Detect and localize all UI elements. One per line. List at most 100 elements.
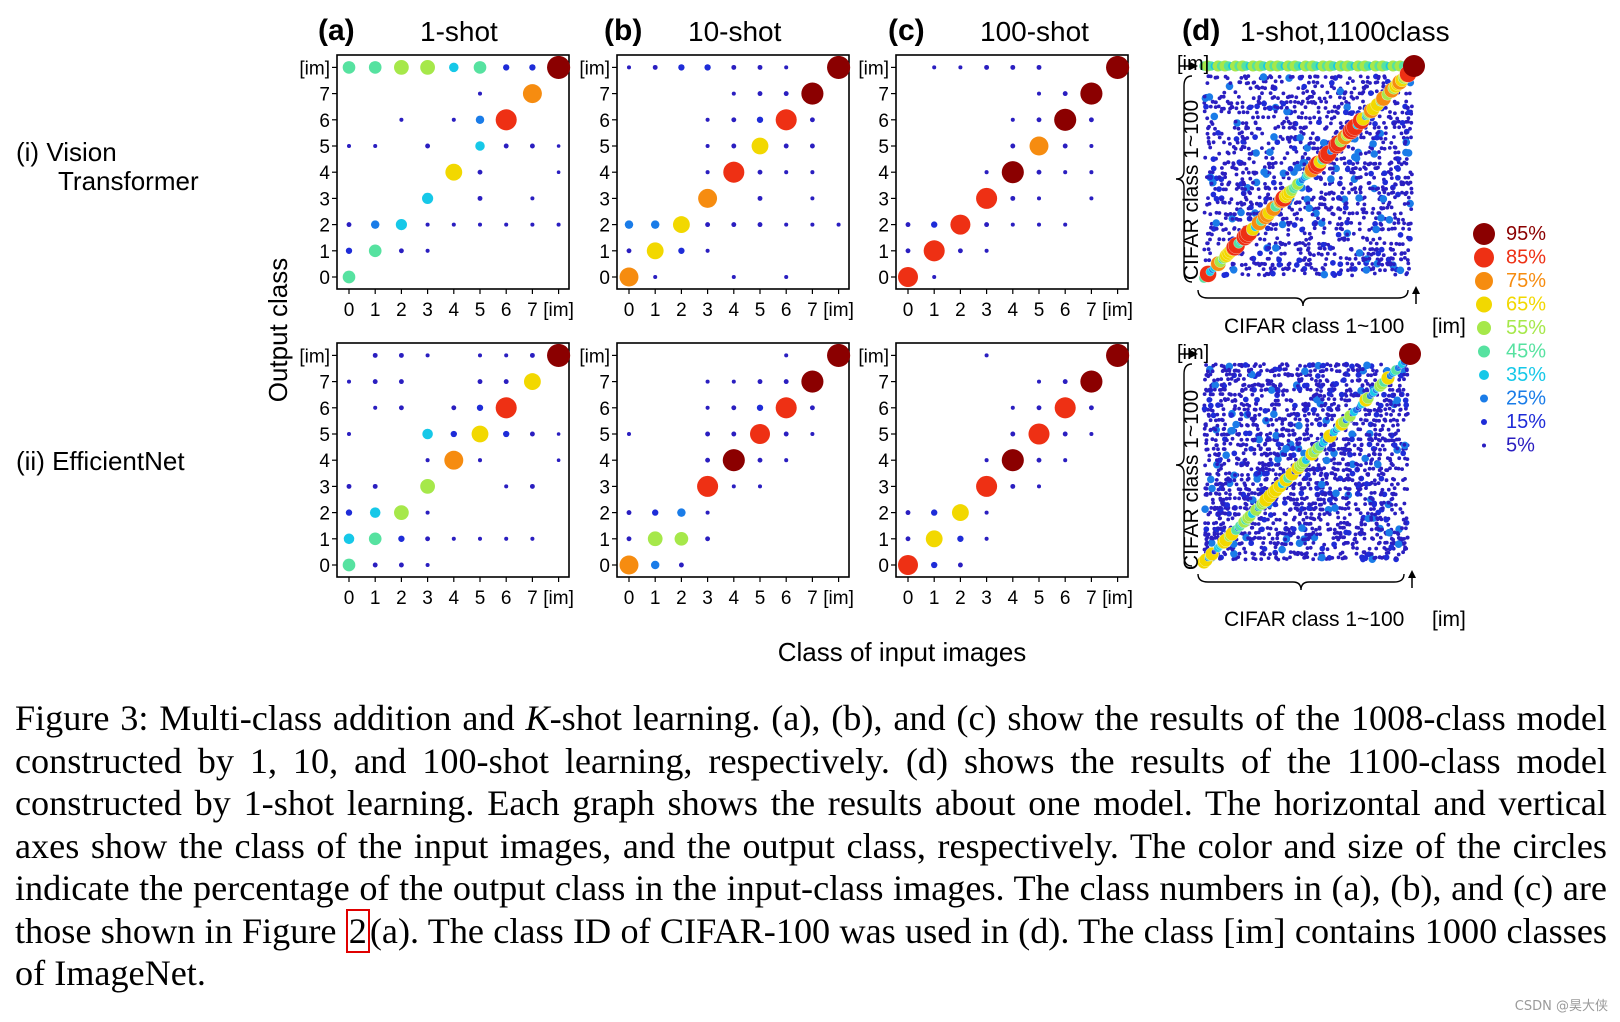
noise-point (1362, 86, 1367, 91)
x-tick-label: 5 (755, 300, 766, 321)
noise-point (1338, 175, 1343, 180)
noise-point (1226, 151, 1231, 156)
noise-point (1350, 211, 1355, 216)
noise-point (1214, 226, 1219, 231)
noise-point (1214, 443, 1219, 448)
noise-point (1377, 540, 1382, 545)
data-point (957, 562, 963, 568)
data-point (810, 222, 815, 227)
noise-point (1285, 151, 1290, 156)
noise-point (1306, 100, 1311, 105)
y-tick-label: 0 (878, 556, 889, 577)
noise-point (1235, 201, 1240, 206)
figure-2-reference-link[interactable]: 2 (345, 908, 370, 953)
noise-point (1380, 436, 1385, 441)
noise-point (1345, 232, 1350, 237)
noise-point (1205, 535, 1210, 540)
noise-point (1256, 272, 1261, 277)
noise-point (1276, 557, 1281, 562)
y-tick-label: 3 (319, 189, 330, 210)
noise-point (1378, 428, 1383, 433)
row-label-efficientnet: (ii) EfficientNet (16, 446, 185, 476)
noise-point (1316, 216, 1320, 221)
noise-point (1392, 252, 1397, 257)
noise-point (1368, 186, 1372, 191)
noise-point (1227, 231, 1232, 236)
noise-point (1205, 231, 1210, 236)
noise-point (1262, 485, 1267, 490)
noise-point (1303, 364, 1308, 369)
noise-point (1277, 402, 1281, 407)
noise-point (1319, 432, 1324, 437)
noise-point (1262, 407, 1269, 414)
legend-label: 5% (1506, 435, 1535, 457)
noise-point (1304, 552, 1309, 557)
noise-point (1393, 511, 1398, 516)
noise-point (1211, 500, 1216, 505)
noise-point (1330, 555, 1335, 560)
noise-point (1320, 270, 1329, 279)
noise-point (1405, 106, 1410, 111)
noise-point (1267, 105, 1273, 112)
noise-point (1401, 135, 1406, 140)
data-point (705, 510, 710, 515)
noise-point (1366, 472, 1371, 476)
data-point (678, 562, 684, 568)
noise-point (1402, 202, 1407, 206)
noise-point (1329, 443, 1334, 448)
noise-point (1383, 268, 1387, 273)
noise-point (1272, 114, 1276, 119)
data-point (398, 562, 404, 568)
panel-d-letter: (d) (1182, 14, 1220, 47)
data-point (529, 483, 535, 489)
legend-swatch (1478, 369, 1490, 381)
noise-point (1292, 212, 1297, 217)
noise-point (1347, 512, 1352, 517)
noise-point (1248, 216, 1253, 221)
panel-c-letter: (c) (888, 14, 925, 47)
noise-point (1395, 422, 1400, 427)
noise-point (1232, 212, 1237, 217)
noise-point (1381, 472, 1386, 477)
noise-point (1374, 521, 1379, 526)
noise-point (1390, 507, 1394, 512)
noise-point (1217, 492, 1222, 497)
noise-point (1285, 267, 1290, 272)
noise-point (1357, 106, 1362, 110)
noise-point (1392, 486, 1397, 491)
noise-point (1336, 104, 1341, 109)
noise-point (1265, 368, 1270, 373)
noise-point (1322, 456, 1331, 465)
noise-point (1355, 546, 1359, 551)
noise-point (1378, 408, 1383, 413)
noise-point (1231, 144, 1236, 149)
noise-point (1361, 454, 1369, 463)
noise-point (1296, 134, 1304, 142)
noise-point (1365, 551, 1372, 558)
noise-point (1221, 386, 1226, 391)
noise-point (1227, 372, 1232, 376)
noise-point (1395, 174, 1401, 181)
noise-point (1316, 251, 1321, 256)
noise-point (1204, 438, 1209, 443)
data-point (1054, 108, 1077, 131)
noise-point (1353, 166, 1358, 171)
noise-point (1332, 164, 1340, 173)
noise-point (1234, 187, 1239, 191)
noise-point (1202, 94, 1207, 99)
noise-point (1255, 435, 1263, 444)
noise-point (1222, 426, 1227, 431)
noise-point (1397, 242, 1402, 247)
data-point (475, 115, 485, 125)
noise-point (1328, 486, 1333, 491)
noise-point (1392, 99, 1397, 104)
noise-point (1297, 521, 1302, 525)
x-tick-label: 1 (370, 588, 381, 609)
y-tick-label: 6 (878, 399, 889, 420)
data-point (705, 405, 710, 410)
data-point (425, 222, 430, 227)
noise-point (1386, 192, 1391, 196)
noise-point (1342, 555, 1347, 560)
noise-point (1335, 231, 1342, 238)
data-point (705, 170, 710, 175)
